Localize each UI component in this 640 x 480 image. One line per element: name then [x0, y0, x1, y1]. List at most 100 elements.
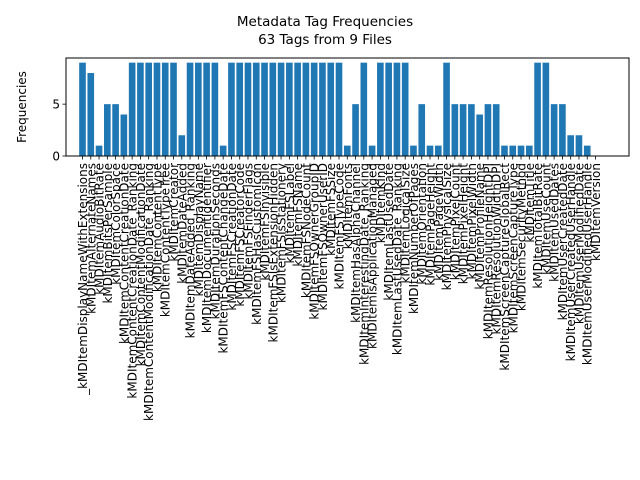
bar — [112, 104, 119, 156]
x-tick-label: kMDItemColorSpace — [109, 163, 123, 285]
x-tick-label: kMDItemBitsPerSample — [101, 163, 115, 304]
bar — [87, 73, 95, 156]
x-tick-label: kMDItemCreator — [167, 163, 181, 262]
bar — [302, 62, 310, 156]
x-tick-label: kMDItemContentCreationDate — [117, 163, 131, 344]
bar — [468, 104, 475, 156]
y-tick-label: 5 — [52, 98, 60, 112]
bar — [550, 104, 558, 156]
bar — [567, 135, 574, 156]
bar — [459, 104, 467, 156]
x-tick-label: kMDItemLastUsedDate_Ranking — [390, 163, 404, 355]
x-tick-label: kMDItemFSName — [291, 163, 305, 267]
x-tick-label: kMDItemPhysicalSize — [440, 163, 454, 290]
x-tick-label: kMDItemFSOwnerGroupID — [308, 163, 322, 320]
bar — [426, 145, 434, 156]
x-tick-label: kMDItemNumberOfPages — [407, 163, 421, 314]
bar — [236, 62, 244, 156]
x-tick-label: kMDItemPageHeight — [424, 163, 438, 286]
x-tick-label: kMDItemDurationSeconds — [208, 163, 222, 319]
bar — [128, 62, 136, 156]
x-tick-label: kMDItemLastUsedDate — [382, 163, 396, 301]
bar — [509, 145, 517, 156]
x-tick-label: kMDItemAudioBitRate — [93, 163, 107, 295]
bar — [137, 62, 144, 156]
x-tick-label: kMDItemFSNodeCount — [299, 163, 313, 298]
x-tick-label: kMDItemKind — [374, 163, 388, 243]
bar — [575, 135, 583, 156]
x-tick-label: kMDItemResolutionWidthDPI — [490, 163, 504, 334]
x-tick-label: kMDItemUsedDates — [548, 163, 562, 282]
x-tick-label: kMDItemSecurityMethod — [515, 163, 529, 311]
x-tick-label: kMDItemContentModificationDate_Ranking — [142, 163, 156, 421]
y-ticks: 05 — [52, 98, 66, 164]
bar — [401, 62, 409, 156]
bar — [269, 62, 277, 156]
x-tick-label: kMDItemPixelCount — [448, 163, 462, 281]
x-tick-label: kMDItemProfileName — [473, 163, 487, 290]
x-tick-label: kMDItemFSOwnerUserID — [316, 163, 330, 310]
bar — [310, 62, 318, 156]
bar — [120, 114, 128, 156]
bar — [178, 135, 186, 156]
x-tick-label: kMDItemContentCreationDate_Ranking — [126, 163, 140, 399]
x-ticks: _kMDItemDisplayNameWithExtensionskMDItem… — [76, 156, 603, 421]
bar — [583, 145, 591, 156]
x-tick-label: kMDItemDateAdded_Ranking — [184, 163, 198, 338]
bar — [104, 104, 111, 156]
bar — [228, 62, 235, 156]
bar — [277, 62, 285, 156]
bar — [286, 62, 293, 156]
bar — [244, 62, 252, 156]
bar — [203, 62, 210, 156]
bar — [559, 104, 566, 156]
bar — [492, 104, 500, 156]
x-tick-label: kMDItemContentModificationDate — [134, 163, 148, 366]
bar — [153, 62, 161, 156]
x-tick-label: kMDItemAlternateNames — [84, 163, 98, 314]
x-tick-label: kMDItemDocumentIdentifier — [200, 163, 214, 333]
x-tick-label: kMDItemUserCreatedUserHandle — [564, 163, 578, 361]
x-tick-label: kMDItemFSCreationDate — [225, 163, 239, 311]
bar — [476, 114, 483, 156]
bar — [161, 62, 169, 156]
bar — [360, 62, 368, 156]
bar — [294, 62, 301, 156]
bar — [352, 104, 359, 156]
bar — [385, 62, 392, 156]
x-tick-label: kMDItemTitle — [523, 163, 537, 243]
x-tick-label: kMDItemOrientation — [415, 163, 429, 285]
bar — [170, 62, 177, 156]
x-tick-label: kMDItemPixelHeight — [457, 163, 471, 285]
bar — [501, 145, 508, 156]
y-axis-label: Frequencies — [15, 71, 29, 143]
bar — [451, 104, 459, 156]
x-tick-label: _kMDItemDisplayNameWithExtensions — [76, 163, 90, 396]
plot-frame — [65, 57, 630, 157]
bar — [434, 145, 442, 156]
x-tick-label: kMDItemUserModifiedUserHandle — [581, 163, 595, 365]
x-tick-label: kMDItemFSIsExtensionHidden — [266, 163, 280, 342]
y-tick-label: 0 — [52, 150, 60, 164]
bar — [195, 62, 202, 156]
x-tick-label: kMDItemDisplayName — [192, 163, 206, 297]
bar — [327, 62, 335, 156]
x-tick-label: kMDItemDateAdded — [175, 163, 189, 284]
x-tick-label: kMDItemFSLabel — [283, 163, 297, 264]
bar — [484, 104, 492, 156]
chart-subtitle: 63 Tags from 9 Files — [258, 32, 392, 48]
x-tick-label: kMDItemPageWidth — [432, 163, 446, 281]
bar — [368, 145, 376, 156]
x-tick-label: kMDItemFSFinderFlags — [241, 163, 255, 300]
x-tick-label: kMDItemHasAlphaChannel — [349, 163, 363, 323]
bar — [410, 145, 417, 156]
x-tick-label: kMDItemFSContentChangeDate — [217, 163, 231, 354]
x-tick-label: kMDItemTotalBitRate — [531, 163, 545, 289]
x-tick-label: kMDItemFSInvisible — [258, 163, 272, 281]
x-tick-label: kMDItemPixelWidth — [465, 163, 479, 279]
chart-title: Metadata Tag Frequencies — [237, 14, 413, 30]
bar — [542, 62, 550, 156]
x-tick-label: kMDItemFSCreatorCode — [233, 163, 247, 307]
bar — [219, 145, 227, 156]
